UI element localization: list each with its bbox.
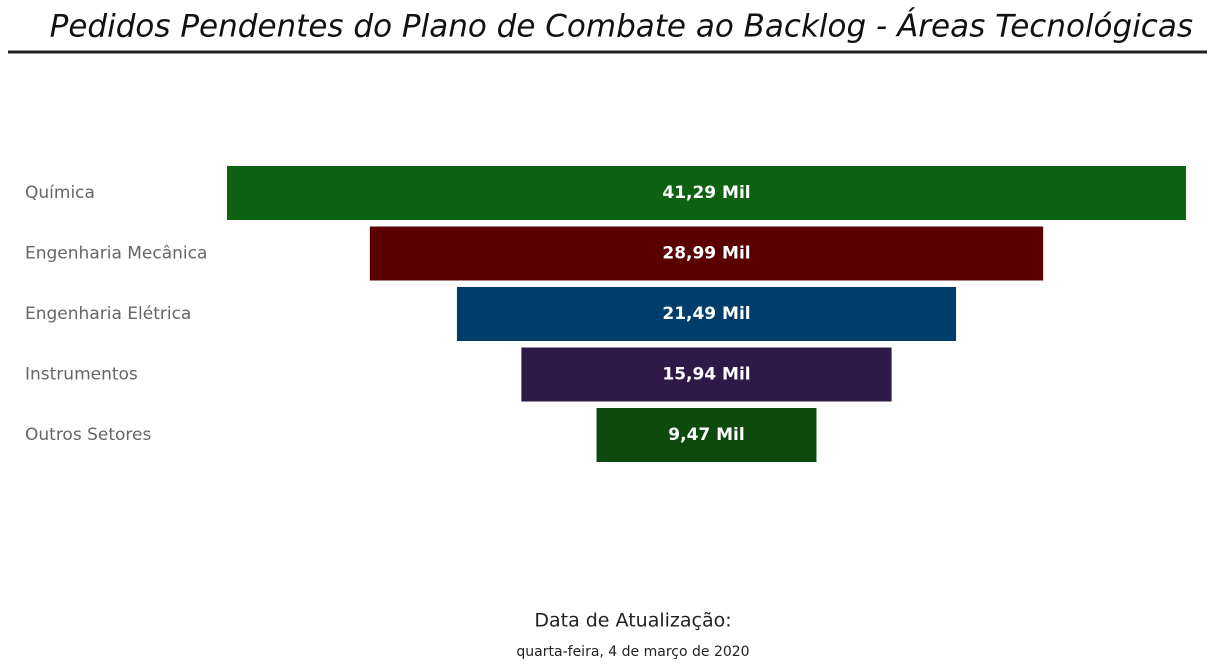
- data-label: 28,99 Mil: [662, 244, 750, 264]
- category-label: Outros Setores: [25, 425, 151, 445]
- data-label: 21,49 Mil: [662, 304, 750, 324]
- category-label: Engenharia Mecânica: [25, 244, 207, 264]
- data-label: 15,94 Mil: [662, 365, 750, 385]
- chart-title: Pedidos Pendentes do Plano de Combate ao…: [50, 9, 1193, 45]
- footer-date: quarta-feira, 4 de março de 2020: [516, 644, 749, 660]
- footer-label: Data de Atualização:: [534, 610, 731, 632]
- data-label: 41,29 Mil: [662, 183, 750, 203]
- category-label: Química: [25, 183, 95, 203]
- category-label: Instrumentos: [25, 365, 138, 385]
- data-label: 9,47 Mil: [668, 425, 744, 445]
- category-label: Engenharia Elétrica: [25, 304, 191, 324]
